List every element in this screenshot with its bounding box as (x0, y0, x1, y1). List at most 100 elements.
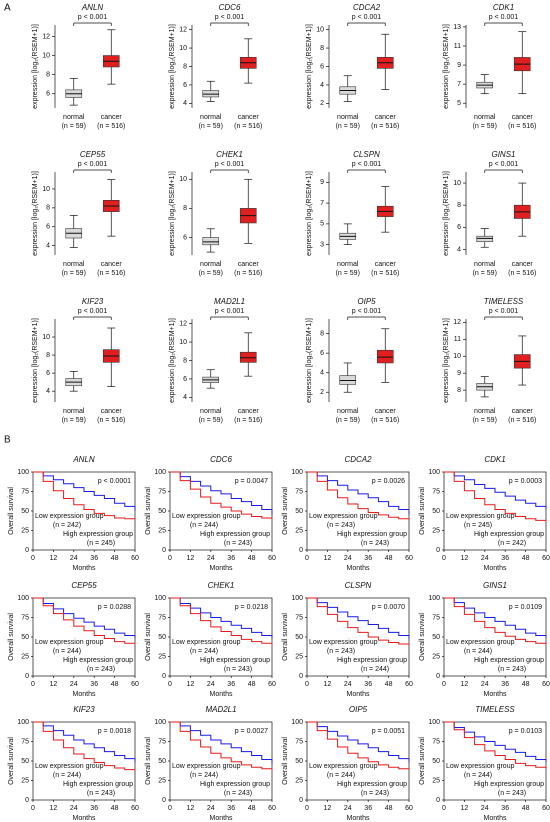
y-tick-label: 25 (432, 777, 440, 784)
legend-n: (n = 245) (464, 522, 492, 529)
y-tick-label: 8 (320, 45, 324, 52)
survival-curve (307, 597, 410, 640)
x-tick-label: 24 (481, 681, 489, 688)
x-tick-label: 48 (522, 681, 530, 688)
x-axis-label: Months (210, 815, 233, 822)
legend-label: High expression group (337, 657, 407, 664)
panel-label: B (4, 435, 11, 446)
y-tick-label: 0 (299, 797, 303, 804)
y-tick-label: 10 (42, 52, 50, 59)
p-value: p < 0.001 (215, 14, 244, 21)
x-tick-label: 48 (248, 805, 256, 812)
survival-curve (444, 471, 547, 510)
x-tick-label: normal (63, 261, 85, 268)
p-value: p = 0.0051 (372, 728, 405, 735)
y-tick-label: 5 (457, 100, 461, 107)
y-axis-label: expression [log₂(RSEM+1)] (306, 171, 313, 256)
x-tick-label: cancer (375, 408, 397, 415)
x-tick-label: 48 (111, 555, 119, 562)
n-label: (n = 516) (508, 123, 536, 130)
y-tick-label: 25 (295, 653, 303, 660)
y-tick-label: 4 (457, 246, 461, 253)
x-tick-label: cancer (238, 261, 260, 268)
survival-curve (170, 721, 273, 764)
y-tick-label: 8 (183, 63, 187, 70)
x-tick-label: 24 (70, 555, 78, 562)
x-tick-label: 12 (324, 555, 332, 562)
y-tick-label: 8 (183, 205, 187, 212)
y-tick-label: 7 (457, 81, 461, 88)
x-tick-label: 36 (90, 805, 98, 812)
p-value: p = 0.0109 (509, 604, 542, 611)
n-label: (n = 59) (473, 270, 497, 277)
x-tick-label: normal (63, 114, 85, 121)
y-axis-label: expression [log₂(RSEM+1)] (32, 24, 39, 109)
y-tick-label: 100 (17, 719, 29, 726)
p-value: p < 0.001 (78, 308, 107, 315)
y-tick-label: 75 (21, 614, 29, 621)
x-tick-label: 60 (405, 805, 413, 812)
chart-title: CDK1 (493, 3, 514, 12)
x-tick-label: 0 (305, 681, 309, 688)
survival-curve (33, 471, 136, 521)
n-label: (n = 516) (97, 417, 125, 424)
p-value: p = 0.0018 (98, 728, 131, 735)
x-tick-label: 24 (70, 805, 78, 812)
y-tick-label: 25 (295, 527, 303, 534)
x-axis-label: Months (210, 565, 233, 572)
x-tick-label: cancer (512, 408, 534, 415)
legend-label: Low expression group (446, 639, 515, 646)
x-tick-label: 36 (501, 681, 509, 688)
p-value: p = 0.0070 (372, 604, 405, 611)
x-tick-label: cancer (512, 114, 534, 121)
y-tick-label: 10 (179, 339, 187, 346)
n-label: (n = 59) (62, 123, 86, 130)
n-label: (n = 516) (97, 270, 125, 277)
legend-n: (n = 243) (224, 666, 252, 673)
legend-label: Low expression group (35, 763, 104, 770)
y-tick-label: 2 (320, 100, 324, 107)
y-tick-label: 75 (432, 738, 440, 745)
y-tick-label: 0 (436, 547, 440, 554)
chart-title: TIMELESS (484, 297, 524, 306)
x-tick-label: 60 (268, 681, 276, 688)
p-value: p < 0.001 (352, 161, 381, 168)
y-tick-label: 75 (432, 488, 440, 495)
y-axis-label: Overall survival (419, 613, 426, 661)
y-tick-label: 50 (21, 634, 29, 641)
y-tick-label: 0 (436, 673, 440, 680)
x-tick-label: 12 (187, 555, 195, 562)
p-value: p = 0.0288 (98, 604, 131, 611)
legend-n: (n = 243) (87, 666, 115, 673)
chart-title: CHEK1 (216, 150, 243, 159)
x-axis-label: Months (347, 565, 370, 572)
x-tick-label: normal (200, 261, 222, 268)
x-tick-label: 0 (305, 555, 309, 562)
y-tick-label: 50 (158, 634, 166, 641)
p-value: p = 0.0026 (372, 478, 405, 485)
x-axis-label: Months (73, 691, 96, 698)
x-tick-label: 36 (364, 555, 372, 562)
x-axis-label: Months (484, 565, 507, 572)
x-tick-label: 24 (207, 555, 215, 562)
x-tick-label: 0 (305, 805, 309, 812)
x-tick-label: 24 (70, 681, 78, 688)
x-tick-label: 12 (187, 681, 195, 688)
y-axis-label: Overall survival (8, 487, 15, 535)
y-tick-label: 75 (21, 738, 29, 745)
survival-curve (307, 721, 410, 771)
y-axis-label: Overall survival (8, 613, 15, 661)
survival-curve (33, 471, 136, 511)
p-value: p = 0.0027 (235, 728, 268, 735)
legend-label: Low expression group (309, 763, 378, 770)
y-tick-label: 100 (428, 719, 440, 726)
y-axis-label: expression [log₂(RSEM+1)] (443, 318, 450, 403)
y-tick-label: 75 (295, 488, 303, 495)
y-axis-label: expression [log₂(RSEM+1)] (32, 171, 39, 256)
legend-label: Low expression group (309, 513, 378, 520)
x-tick-label: normal (474, 114, 496, 121)
p-value: p = 0.0047 (235, 478, 268, 485)
legend-n: (n = 244) (53, 772, 81, 779)
y-axis-label: expression [log₂(RSEM+1)] (443, 171, 450, 256)
chart-title: CEP55 (71, 581, 97, 590)
